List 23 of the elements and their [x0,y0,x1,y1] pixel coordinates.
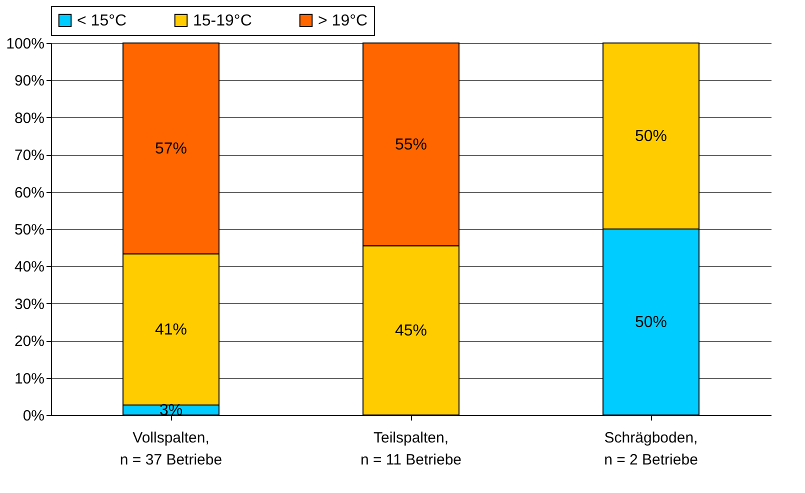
y-tick-label: 90% [14,72,44,90]
y-tick-label: 0% [22,408,44,424]
y-tick-label: 40% [14,258,44,276]
x-tick-label: Teilspalten, n = 11 Betriebe [360,430,462,468]
data-label: 50% [634,128,668,145]
legend-label: < 15°C [77,12,127,30]
y-tick-label: 60% [14,184,44,202]
data-label: 50% [634,314,668,331]
y-tick-label: 100% [6,36,44,52]
x-tick-label: Vollspalten, n = 37 Betriebe [120,430,222,468]
x-tick-label: Schrägboden, n = 2 Betriebe [604,430,698,468]
y-tick-label: 20% [14,333,44,350]
legend-label: 15-19°C [193,12,252,30]
y-tick-label: 80% [14,110,44,127]
data-label: 45% [394,322,428,340]
legend-label: > 19°C [318,12,368,30]
data-label: 41% [154,321,188,338]
y-tick-label: 50% [14,222,44,238]
data-label: 57% [154,140,188,158]
y-tick-label: 30% [14,296,44,313]
y-tick-label: 10% [14,370,44,388]
data-label: 55% [394,136,428,154]
y-tick-label: 70% [14,147,44,164]
